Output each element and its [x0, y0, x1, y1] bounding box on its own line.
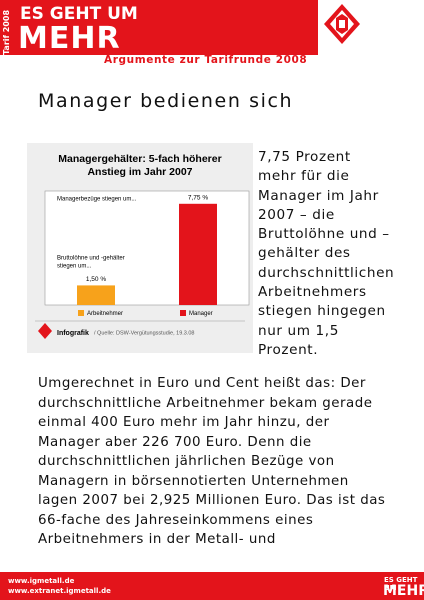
annotation: stiegen um... [57, 264, 92, 270]
side-text: 7,75 Prozent mehr für die Manager im Jahr 2… [258, 148, 394, 360]
text-line: lagen 2007 bei 2,925 Millionen Euro. Das… [38, 493, 386, 508]
header-subtitle: Argumente zur Tarifrunde 2008 [104, 54, 308, 66]
annotation: Bruttolöhne und -gehälter [57, 256, 125, 262]
footer-link: www.extranet.igmetall.de [8, 587, 111, 595]
header-band [0, 0, 318, 55]
chart-title: Managergehälter: 5-fach höherer [58, 153, 221, 165]
text-line: Arbeitnehmers in der Metall- und [38, 532, 276, 547]
plot-area [44, 190, 250, 306]
text-line: 66-fache des Jahreseinkommens eines [38, 512, 314, 528]
text-line: Arbeitnehmers [258, 284, 367, 301]
footer-slogan: MEHR [383, 583, 424, 599]
chart-footer: Infografik [57, 330, 89, 337]
headline: Manager bedienen sich [38, 90, 294, 112]
text-line: Managern in börsennotierten Unternehmen [38, 473, 349, 489]
value-label: 1,50 % [86, 276, 106, 283]
text-line: stiegen hingegen [258, 303, 386, 320]
mini-logo [38, 323, 52, 339]
annotation: Managerbezüge stiegen um... [57, 197, 137, 203]
text-line: mehr für die [258, 168, 350, 185]
logo [324, 4, 360, 44]
text-line: Bruttolöhne und – [258, 226, 390, 243]
legend-swatch [78, 310, 84, 316]
legend-label: Manager [189, 311, 213, 317]
footer-slogan: ES GEHT UM [384, 576, 418, 592]
legend-swatch [180, 310, 186, 316]
chart-source: / Quelle: DSW-Vergütungsstudie, 19.3.08 [94, 330, 195, 336]
footer-band [0, 572, 424, 600]
bar [77, 285, 115, 305]
text-line: 7,75 Prozent [258, 149, 351, 165]
text-line: 2007 – die [258, 206, 335, 223]
text-line: nur um 1,5 [258, 322, 339, 339]
text-line: Manager aber 226 700 Euro. Denn die [38, 434, 312, 450]
text-line: gehälter des [258, 245, 351, 262]
header-slogan: ES GEHT UM [20, 4, 138, 24]
legend-label: Arbeitnehmer [87, 311, 123, 317]
text-line: Manager im Jahr [258, 187, 379, 204]
footer-link: www.igmetall.de [8, 577, 75, 585]
bar [179, 203, 217, 305]
chart: Managergehälter: 5-fach höherer Anstieg … [27, 143, 253, 353]
text-line: durchschnittlichen [258, 264, 395, 281]
body-text: Umgerechnet in Euro und Cent heißt das: … [38, 374, 385, 550]
text-line: durchschnittlichen jährlichen Bezüge von [38, 454, 335, 469]
text-line: Prozent. [258, 341, 319, 358]
text-line: einmal 400 Euro mehr im Jahr hinzu, der [38, 415, 330, 430]
header-slogan: MEHR [18, 21, 121, 56]
text-line: durchschnittliche Arbeitnehmer bekam ger… [38, 395, 373, 411]
header-tag: Tarif 2008 [2, 9, 11, 55]
text-line: Umgerechnet in Euro und Cent heißt das: … [38, 376, 366, 391]
chart-title: Anstieg im Jahr 2007 [87, 166, 192, 178]
value-label: 7,75 % [188, 195, 208, 202]
